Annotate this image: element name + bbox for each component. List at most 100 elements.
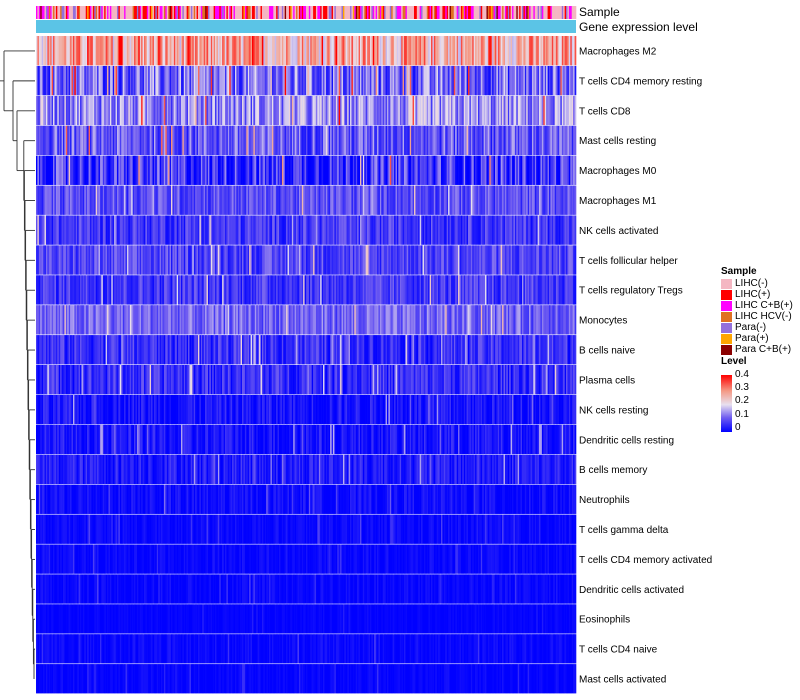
heatmap-cell — [210, 125, 213, 156]
heatmap-cell — [365, 305, 368, 335]
heatmap-cell — [149, 185, 152, 215]
heatmap-cell — [539, 65, 541, 96]
heatmap-cell — [102, 275, 105, 305]
heatmap-cell — [392, 245, 395, 275]
heatmap-cell — [121, 215, 123, 245]
heatmap-cell — [571, 125, 574, 156]
heatmap-cell — [70, 125, 72, 156]
heatmap-cell — [524, 245, 527, 275]
heatmap-cell — [293, 36, 295, 66]
heatmap-cell — [298, 245, 301, 275]
heatmap-cell — [237, 125, 240, 156]
heatmap-cell — [325, 36, 328, 66]
heatmap-cell — [190, 275, 193, 305]
heatmap-cell — [497, 365, 500, 395]
heatmap-cell — [448, 365, 450, 395]
heatmap-cell — [344, 275, 347, 305]
heatmap-cell — [288, 155, 291, 185]
heatmap-cell — [357, 185, 359, 215]
heatmap-cell — [512, 305, 514, 335]
heatmap-cell — [190, 65, 193, 96]
heatmap-cell — [377, 125, 379, 156]
heatmap-cell — [506, 215, 509, 245]
heatmap-cell — [462, 95, 465, 126]
heatmap-cell — [126, 36, 129, 66]
heatmap-cell — [422, 335, 425, 365]
heatmap-cell — [122, 95, 125, 126]
heatmap-cell — [473, 65, 476, 96]
sample-annotation-cell — [63, 6, 65, 19]
heatmap-cell — [318, 215, 321, 245]
heatmap-cell — [267, 365, 270, 395]
heatmap-cell — [418, 65, 420, 96]
heatmap-cell — [495, 245, 497, 275]
heatmap-cell — [199, 155, 202, 185]
heatmap-cell — [136, 275, 139, 305]
heatmap-cell — [247, 155, 250, 185]
heatmap-cell — [141, 275, 143, 305]
sample-annotation-cell — [338, 6, 341, 19]
heatmap-cell — [198, 95, 200, 126]
heatmap-cell — [54, 365, 57, 395]
heatmap-cell — [338, 365, 341, 395]
heatmap-cell — [500, 305, 503, 335]
sample-annotation-cell — [104, 6, 106, 19]
heatmap-cell — [514, 365, 517, 395]
heatmap-cell — [489, 185, 492, 215]
heatmap-cell — [573, 275, 575, 305]
heatmap-cell — [533, 245, 536, 275]
heatmap-cell — [371, 36, 374, 66]
heatmap-cell — [421, 215, 423, 245]
heatmap-cell — [61, 125, 64, 156]
heatmap-cell — [217, 275, 220, 305]
sample-annotation-cell — [355, 6, 358, 19]
heatmap-cell — [348, 155, 351, 185]
heatmap-cell — [510, 125, 513, 156]
heatmap-cell — [158, 95, 160, 126]
sample-annotation-cell — [88, 6, 91, 19]
heatmap-cell — [567, 275, 570, 305]
heatmap-cell — [522, 245, 524, 275]
heatmap-cell — [132, 185, 135, 215]
heatmap-cell — [333, 245, 335, 275]
heatmap-cell — [105, 95, 108, 126]
heatmap-cell — [261, 245, 264, 275]
heatmap-cell — [355, 95, 358, 126]
heatmap-cell — [352, 275, 355, 305]
heatmap-cell — [98, 245, 101, 275]
heatmap-cell — [564, 95, 567, 126]
heatmap-cell — [472, 245, 474, 275]
heatmap-cell — [304, 155, 307, 185]
heatmap-cell — [114, 65, 116, 96]
heatmap-cell — [247, 335, 250, 365]
gene-expression-bar — [36, 20, 576, 33]
heatmap-cell — [152, 365, 155, 395]
heatmap-cell — [345, 65, 348, 96]
heatmap-cell — [385, 155, 388, 185]
heatmap-cell — [539, 95, 541, 126]
heatmap-cell — [416, 245, 419, 275]
heatmap-cell — [146, 36, 149, 66]
heatmap-cell — [347, 95, 349, 126]
heatmap-cell — [148, 275, 150, 305]
heatmap-cell — [558, 215, 561, 245]
heatmap-cell — [327, 65, 330, 96]
heatmap-cell — [340, 36, 342, 66]
heatmap-cell — [452, 125, 455, 156]
heatmap-cell — [183, 365, 186, 395]
sample-annotation-cell — [357, 6, 359, 19]
heatmap-cell — [159, 215, 162, 245]
heatmap-cell — [215, 335, 217, 365]
heatmap-cell — [115, 95, 118, 126]
heatmap-cell — [149, 125, 152, 156]
heatmap-cell — [303, 275, 305, 305]
heatmap-cell — [486, 215, 489, 245]
heatmap-cell — [568, 335, 571, 365]
heatmap-cell — [261, 155, 264, 185]
heatmap-cell — [570, 36, 573, 66]
heatmap-cell — [367, 125, 369, 156]
heatmap-cell — [38, 36, 41, 66]
heatmap-cell — [345, 36, 348, 66]
heatmap-cell — [90, 185, 92, 215]
heatmap-cell — [480, 155, 483, 185]
